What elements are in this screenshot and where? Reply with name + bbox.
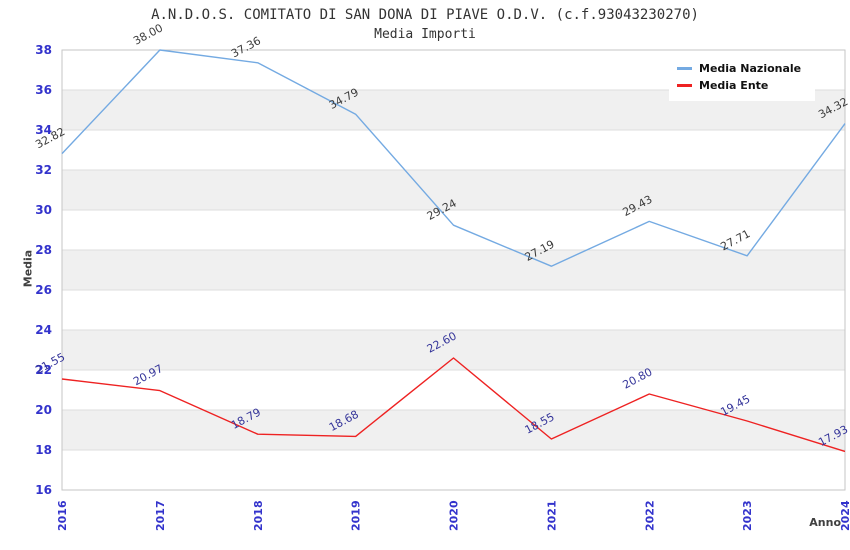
series-line-media-nazionale [61, 49, 846, 267]
series-line-media-ente [61, 357, 846, 453]
y-tick-label: 26 [35, 283, 52, 297]
y-tick-label: 20 [35, 403, 52, 417]
y-tick-label: 30 [35, 203, 52, 217]
y-tick-label: 34 [35, 123, 52, 137]
grid-band [62, 410, 845, 450]
legend: Media Nazionale Media Ente [669, 53, 815, 101]
y-tick-label: 32 [35, 163, 52, 177]
x-tick-label: 2021 [545, 500, 558, 531]
y-tick-label: 22 [35, 363, 52, 377]
chart-subtitle: Media Importi [374, 27, 476, 42]
x-tick-label: 2020 [448, 500, 461, 531]
y-axis-title: Media [21, 249, 35, 288]
point-label: 38.00 [131, 21, 165, 47]
legend-item-media-nazionale: Media Nazionale [677, 60, 815, 77]
legend-label-media-nazionale: Media Nazionale [699, 62, 802, 75]
x-axis-title: Anno [809, 516, 841, 529]
chart-title: A.N.D.O.S. COMITATO DI SAN DONA DI PIAVE… [151, 7, 699, 23]
x-tick-label: 2016 [56, 500, 69, 531]
y-tick-label: 18 [35, 443, 52, 457]
y-tick-label: 16 [35, 483, 52, 497]
grid-band [62, 330, 845, 370]
legend-swatch-blue-line-icon [677, 67, 692, 70]
x-tick-label: 2024 [839, 500, 850, 531]
y-tick-label: 36 [35, 83, 52, 97]
x-tick-label: 2019 [350, 500, 363, 531]
grid-band [62, 170, 845, 210]
legend-item-media-ente: Media Ente [677, 77, 815, 94]
plot-border [61, 49, 846, 491]
grid-band [62, 250, 845, 290]
x-tick-label: 2018 [252, 500, 265, 531]
y-tick-label: 28 [35, 243, 52, 257]
legend-swatch-red-line-icon [677, 84, 692, 87]
legend-label-media-ente: Media Ente [699, 79, 769, 92]
x-tick-label: 2023 [741, 500, 754, 531]
x-tick-label: 2022 [643, 500, 656, 531]
y-tick-label: 38 [35, 43, 52, 57]
x-tick-label: 2017 [154, 500, 167, 531]
point-label: 37.36 [229, 34, 263, 60]
y-tick-label: 24 [35, 323, 52, 337]
